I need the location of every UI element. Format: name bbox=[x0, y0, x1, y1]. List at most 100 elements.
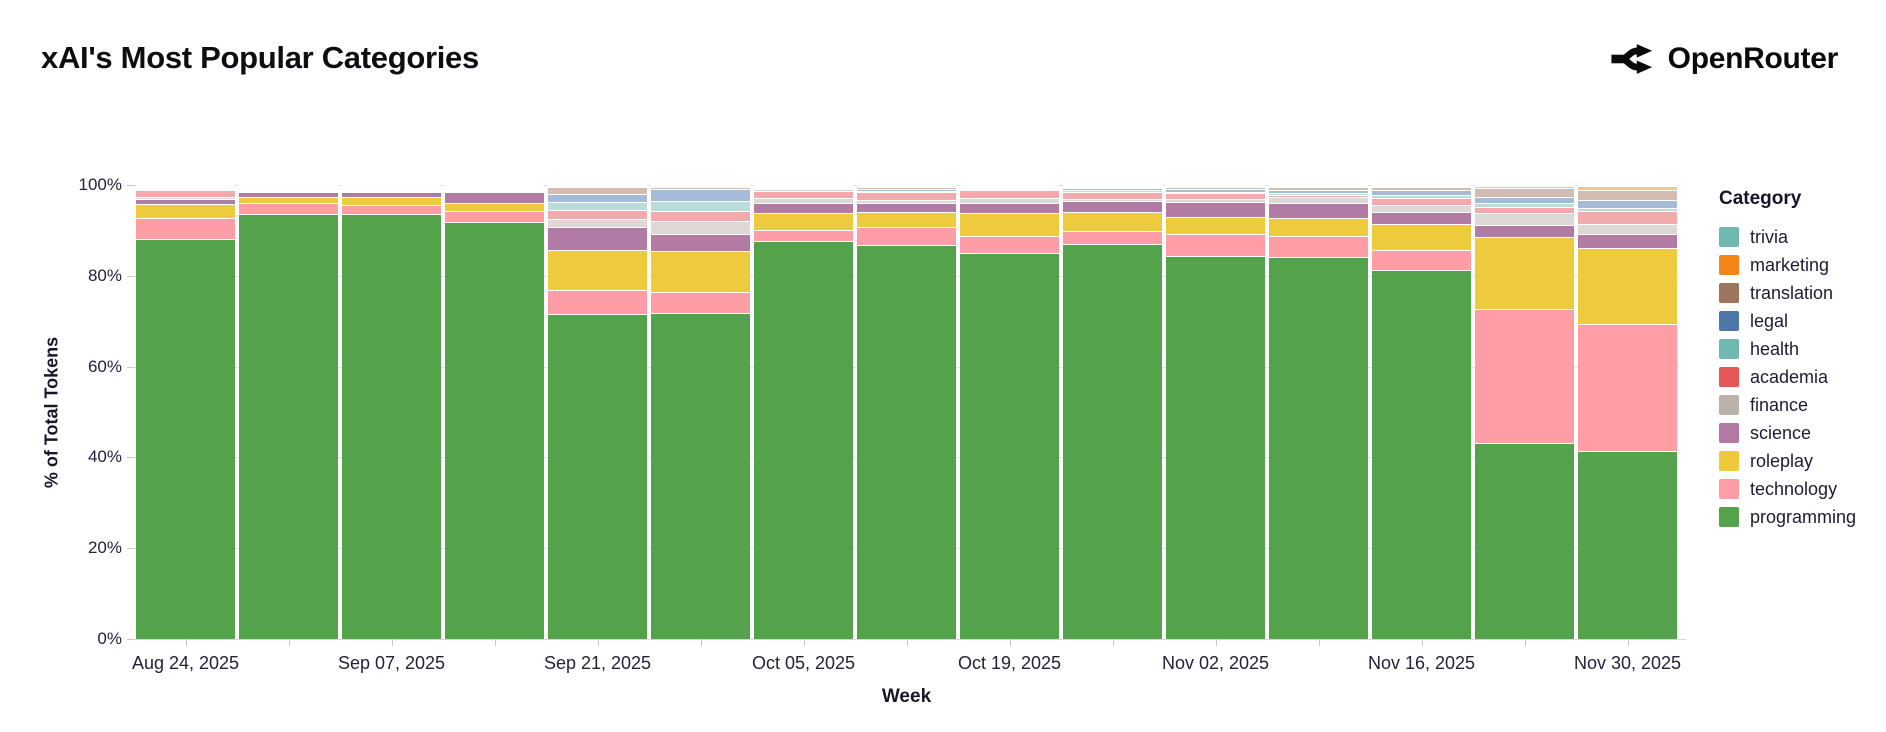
segment-translation[interactable] bbox=[754, 187, 853, 188]
segment-health[interactable] bbox=[342, 189, 441, 190]
segment-academia[interactable] bbox=[136, 190, 235, 197]
segment-programming[interactable] bbox=[651, 312, 750, 639]
segment-health[interactable] bbox=[239, 189, 338, 190]
segment-health[interactable] bbox=[1578, 207, 1677, 211]
segment-science[interactable] bbox=[445, 192, 544, 203]
segment-health[interactable] bbox=[548, 201, 647, 211]
segment-translation[interactable] bbox=[445, 187, 544, 189]
segment-health[interactable] bbox=[445, 189, 544, 191]
segment-marketing[interactable] bbox=[754, 186, 853, 187]
segment-legal[interactable] bbox=[342, 188, 441, 189]
segment-legal[interactable] bbox=[651, 188, 750, 201]
segment-science[interactable] bbox=[1269, 202, 1368, 218]
segment-programming[interactable] bbox=[1063, 243, 1162, 639]
segment-programming[interactable] bbox=[1578, 450, 1677, 639]
segment-marketing[interactable] bbox=[239, 186, 338, 187]
segment-finance[interactable] bbox=[445, 191, 544, 193]
segment-translation[interactable] bbox=[1063, 187, 1162, 189]
segment-technology[interactable] bbox=[239, 202, 338, 215]
segment-marketing[interactable] bbox=[1063, 186, 1162, 188]
segment-finance[interactable] bbox=[857, 200, 956, 204]
segment-trivia[interactable] bbox=[1166, 184, 1265, 186]
segment-technology[interactable] bbox=[342, 204, 441, 215]
segment-science[interactable] bbox=[136, 199, 235, 205]
segment-science[interactable] bbox=[1063, 201, 1162, 213]
segment-trivia[interactable] bbox=[136, 185, 235, 187]
segment-trivia[interactable] bbox=[1372, 184, 1471, 186]
segment-marketing[interactable] bbox=[136, 186, 235, 188]
segment-technology[interactable] bbox=[1475, 309, 1574, 444]
segment-trivia[interactable] bbox=[960, 185, 1059, 186]
segment-marketing[interactable] bbox=[857, 185, 956, 187]
segment-academia[interactable] bbox=[548, 210, 647, 219]
segment-technology[interactable] bbox=[651, 292, 750, 313]
segment-health[interactable] bbox=[857, 190, 956, 193]
segment-academia[interactable] bbox=[1475, 207, 1574, 214]
segment-science[interactable] bbox=[1578, 234, 1677, 248]
segment-programming[interactable] bbox=[239, 214, 338, 639]
segment-finance[interactable] bbox=[1578, 224, 1677, 234]
segment-academia[interactable] bbox=[1166, 193, 1265, 199]
segment-finance[interactable] bbox=[1475, 213, 1574, 225]
segment-roleplay[interactable] bbox=[239, 196, 338, 203]
segment-health[interactable] bbox=[1166, 191, 1265, 194]
segment-translation[interactable] bbox=[239, 187, 338, 188]
segment-programming[interactable] bbox=[548, 313, 647, 639]
segment-trivia[interactable] bbox=[445, 185, 544, 187]
segment-finance[interactable] bbox=[960, 198, 1059, 204]
segment-trivia[interactable] bbox=[1063, 185, 1162, 187]
segment-programming[interactable] bbox=[136, 238, 235, 639]
segment-marketing[interactable] bbox=[1166, 185, 1265, 187]
segment-programming[interactable] bbox=[857, 245, 956, 639]
segment-roleplay[interactable] bbox=[754, 212, 853, 230]
segment-technology[interactable] bbox=[548, 289, 647, 314]
segment-academia[interactable] bbox=[857, 192, 956, 201]
segment-legal[interactable] bbox=[960, 188, 1059, 189]
segment-health[interactable] bbox=[754, 189, 853, 191]
segment-roleplay[interactable] bbox=[342, 196, 441, 205]
segment-academia[interactable] bbox=[651, 210, 750, 221]
segment-marketing[interactable] bbox=[651, 186, 750, 187]
segment-technology[interactable] bbox=[1578, 324, 1677, 451]
segment-roleplay[interactable] bbox=[1578, 247, 1677, 325]
segment-legal[interactable] bbox=[1269, 189, 1368, 194]
segment-academia[interactable] bbox=[342, 190, 441, 191]
segment-marketing[interactable] bbox=[445, 186, 544, 188]
segment-translation[interactable] bbox=[960, 187, 1059, 188]
segment-programming[interactable] bbox=[754, 240, 853, 639]
segment-roleplay[interactable] bbox=[445, 202, 544, 212]
segment-science[interactable] bbox=[857, 203, 956, 212]
segment-marketing[interactable] bbox=[1372, 185, 1471, 187]
segment-translation[interactable] bbox=[1578, 189, 1677, 200]
segment-science[interactable] bbox=[1475, 224, 1574, 237]
segment-trivia[interactable] bbox=[651, 185, 750, 186]
segment-science[interactable] bbox=[548, 226, 647, 251]
segment-health[interactable] bbox=[1269, 193, 1368, 195]
segment-academia[interactable] bbox=[239, 190, 338, 191]
segment-translation[interactable] bbox=[1269, 186, 1368, 190]
segment-roleplay[interactable] bbox=[548, 250, 647, 290]
segment-finance[interactable] bbox=[1166, 198, 1265, 203]
segment-roleplay[interactable] bbox=[1269, 217, 1368, 236]
segment-health[interactable] bbox=[651, 200, 750, 211]
segment-technology[interactable] bbox=[857, 226, 956, 246]
segment-finance[interactable] bbox=[754, 197, 853, 203]
segment-translation[interactable] bbox=[136, 187, 235, 189]
segment-trivia[interactable] bbox=[754, 185, 853, 186]
segment-technology[interactable] bbox=[1269, 235, 1368, 257]
segment-academia[interactable] bbox=[960, 190, 1059, 199]
segment-programming[interactable] bbox=[1475, 443, 1574, 639]
segment-legal[interactable] bbox=[445, 188, 544, 190]
segment-trivia[interactable] bbox=[1578, 184, 1677, 186]
segment-finance[interactable] bbox=[342, 191, 441, 192]
segment-translation[interactable] bbox=[342, 187, 441, 188]
segment-roleplay[interactable] bbox=[136, 204, 235, 218]
segment-finance[interactable] bbox=[1372, 205, 1471, 212]
segment-science[interactable] bbox=[239, 192, 338, 197]
segment-translation[interactable] bbox=[1475, 188, 1574, 197]
segment-finance[interactable] bbox=[651, 220, 750, 234]
segment-marketing[interactable] bbox=[1475, 186, 1574, 189]
segment-academia[interactable] bbox=[754, 190, 853, 198]
segment-legal[interactable] bbox=[548, 193, 647, 202]
segment-legal[interactable] bbox=[239, 188, 338, 189]
